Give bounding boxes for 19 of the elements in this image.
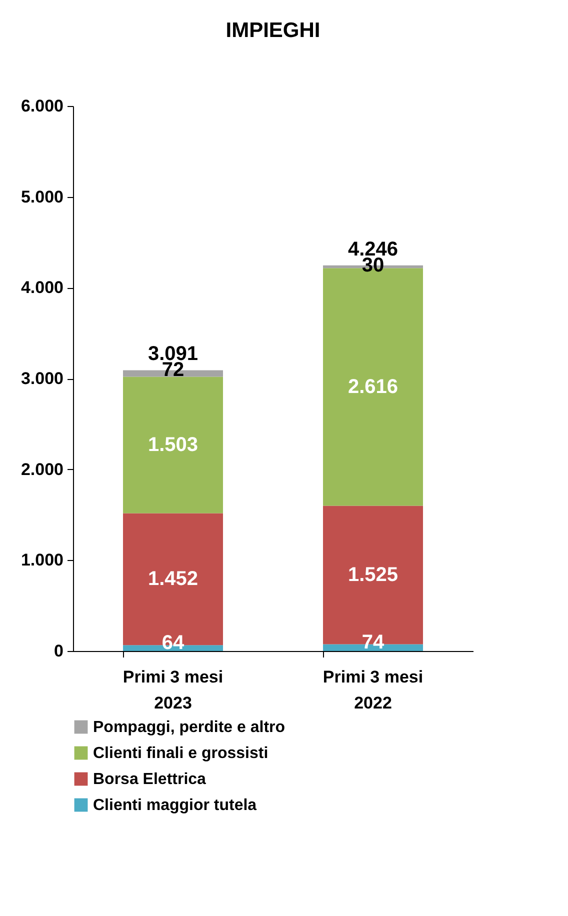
y-tick-label: 4.000: [20, 278, 64, 298]
legend-label: Pompaggi, perdite e altro: [93, 719, 286, 736]
legend-label: Clienti finali e grossisti: [93, 745, 268, 762]
y-tick-label: 1.000: [20, 550, 64, 570]
bar: [123, 376, 223, 514]
data-label: 1.452: [148, 568, 198, 590]
legend-label: Clienti maggior tutela: [93, 797, 257, 814]
y-tick-label: 5.000: [20, 187, 64, 206]
y-tick-label: 6.000: [20, 96, 64, 116]
data-label: 1.503: [148, 434, 198, 456]
x-tick-label: Primi 3 mesi 2022: [322, 668, 424, 712]
data-label: 1.525: [348, 564, 398, 586]
y-tick-label: 3.000: [20, 369, 64, 388]
x-tick-label: Primi 3 mesi 2023: [122, 668, 224, 712]
y-tick-label: 0: [54, 642, 64, 660]
data-label: 2.616: [348, 376, 398, 398]
y-tick-label: 2.000: [20, 460, 64, 479]
chart-title: IMPIEGHI: [226, 19, 320, 42]
legend-label: Borsa Elettrica: [93, 771, 206, 788]
